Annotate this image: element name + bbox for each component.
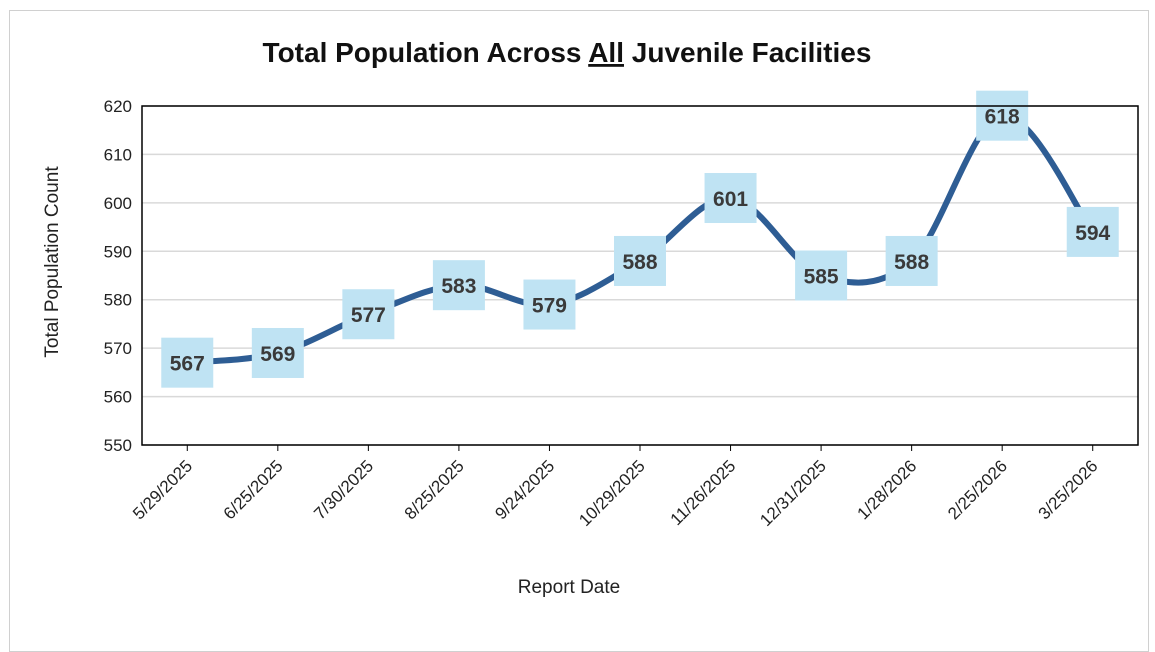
data-label-value: 601 — [713, 188, 748, 211]
x-tick-label: 11/26/2025 — [667, 456, 740, 529]
y-tick-label: 600 — [104, 194, 132, 213]
x-tick-label: 10/29/2025 — [575, 456, 649, 530]
data-label-box — [795, 250, 848, 301]
data-label-value: 577 — [351, 304, 386, 327]
data-label: 579 — [523, 279, 576, 330]
chart-title: Total Population Across All Juvenile Fac… — [263, 37, 872, 68]
x-axis-title: Report Date — [518, 577, 620, 598]
y-tick-label: 620 — [104, 97, 132, 116]
data-label: 583 — [432, 260, 485, 311]
y-tick-label: 610 — [104, 145, 132, 164]
data-label-box — [342, 289, 395, 340]
data-label-value: 588 — [894, 251, 929, 274]
x-tick-label: 12/31/2025 — [756, 456, 830, 530]
data-label: 618 — [976, 90, 1029, 141]
x-tick-label: 6/25/2025 — [220, 456, 287, 523]
data-label-value: 585 — [804, 266, 839, 289]
y-tick-label: 590 — [104, 242, 132, 261]
data-label-box — [161, 337, 214, 388]
data-label: 585 — [795, 250, 848, 301]
data-label-value: 579 — [532, 295, 567, 318]
data-label: 567 — [161, 337, 214, 388]
data-label: 569 — [251, 327, 304, 378]
data-labels: 567 569 577 583 579 588 601 585 588 618 594 — [161, 90, 1119, 388]
line-chart: Total Population Across All Juvenile Fac… — [42, 37, 1139, 598]
x-tick-label: 7/30/2025 — [310, 456, 377, 523]
x-tick-label: 9/24/2025 — [491, 456, 558, 523]
data-label: 577 — [342, 289, 395, 340]
y-axis-title: Total Population Count — [42, 166, 63, 358]
data-label-box — [614, 235, 666, 286]
plot-area-border — [141, 105, 1139, 446]
data-label-value: 567 — [170, 353, 205, 376]
data-label-box — [1066, 206, 1119, 257]
data-label: 588 — [885, 235, 938, 286]
y-tick-label: 570 — [104, 339, 132, 358]
data-label-box — [523, 279, 576, 330]
x-tick-label: 3/25/2026 — [1035, 456, 1102, 523]
data-label-value: 588 — [622, 251, 657, 274]
data-label-box — [885, 235, 938, 286]
data-label-box — [251, 327, 304, 378]
data-label-value: 569 — [260, 343, 295, 366]
data-label: 594 — [1066, 206, 1119, 257]
data-label: 588 — [614, 235, 666, 286]
x-tick-label: 2/25/2026 — [944, 456, 1011, 523]
data-label-value: 583 — [441, 275, 476, 298]
x-tick-label: 1/28/2026 — [854, 456, 921, 523]
data-label-box — [704, 173, 757, 224]
chart-frame — [9, 10, 1149, 652]
data-label: 601 — [704, 173, 757, 224]
y-tick-label: 560 — [104, 388, 132, 407]
data-label-box — [976, 90, 1029, 141]
data-label-value: 594 — [1075, 222, 1110, 245]
x-tick-labels: 5/29/2025 6/25/2025 7/30/2025 8/25/2025 9/24… — [129, 445, 1102, 530]
y-tick-label: 580 — [104, 291, 132, 310]
x-tick-label: 5/29/2025 — [129, 456, 196, 523]
y-tick-labels: 550 560 570 580 590 600 610 620 — [104, 97, 132, 455]
data-label-value: 618 — [985, 106, 1020, 129]
x-tick-label: 8/25/2025 — [401, 456, 468, 523]
y-tick-label: 550 — [104, 436, 132, 455]
data-label-box — [432, 260, 485, 311]
